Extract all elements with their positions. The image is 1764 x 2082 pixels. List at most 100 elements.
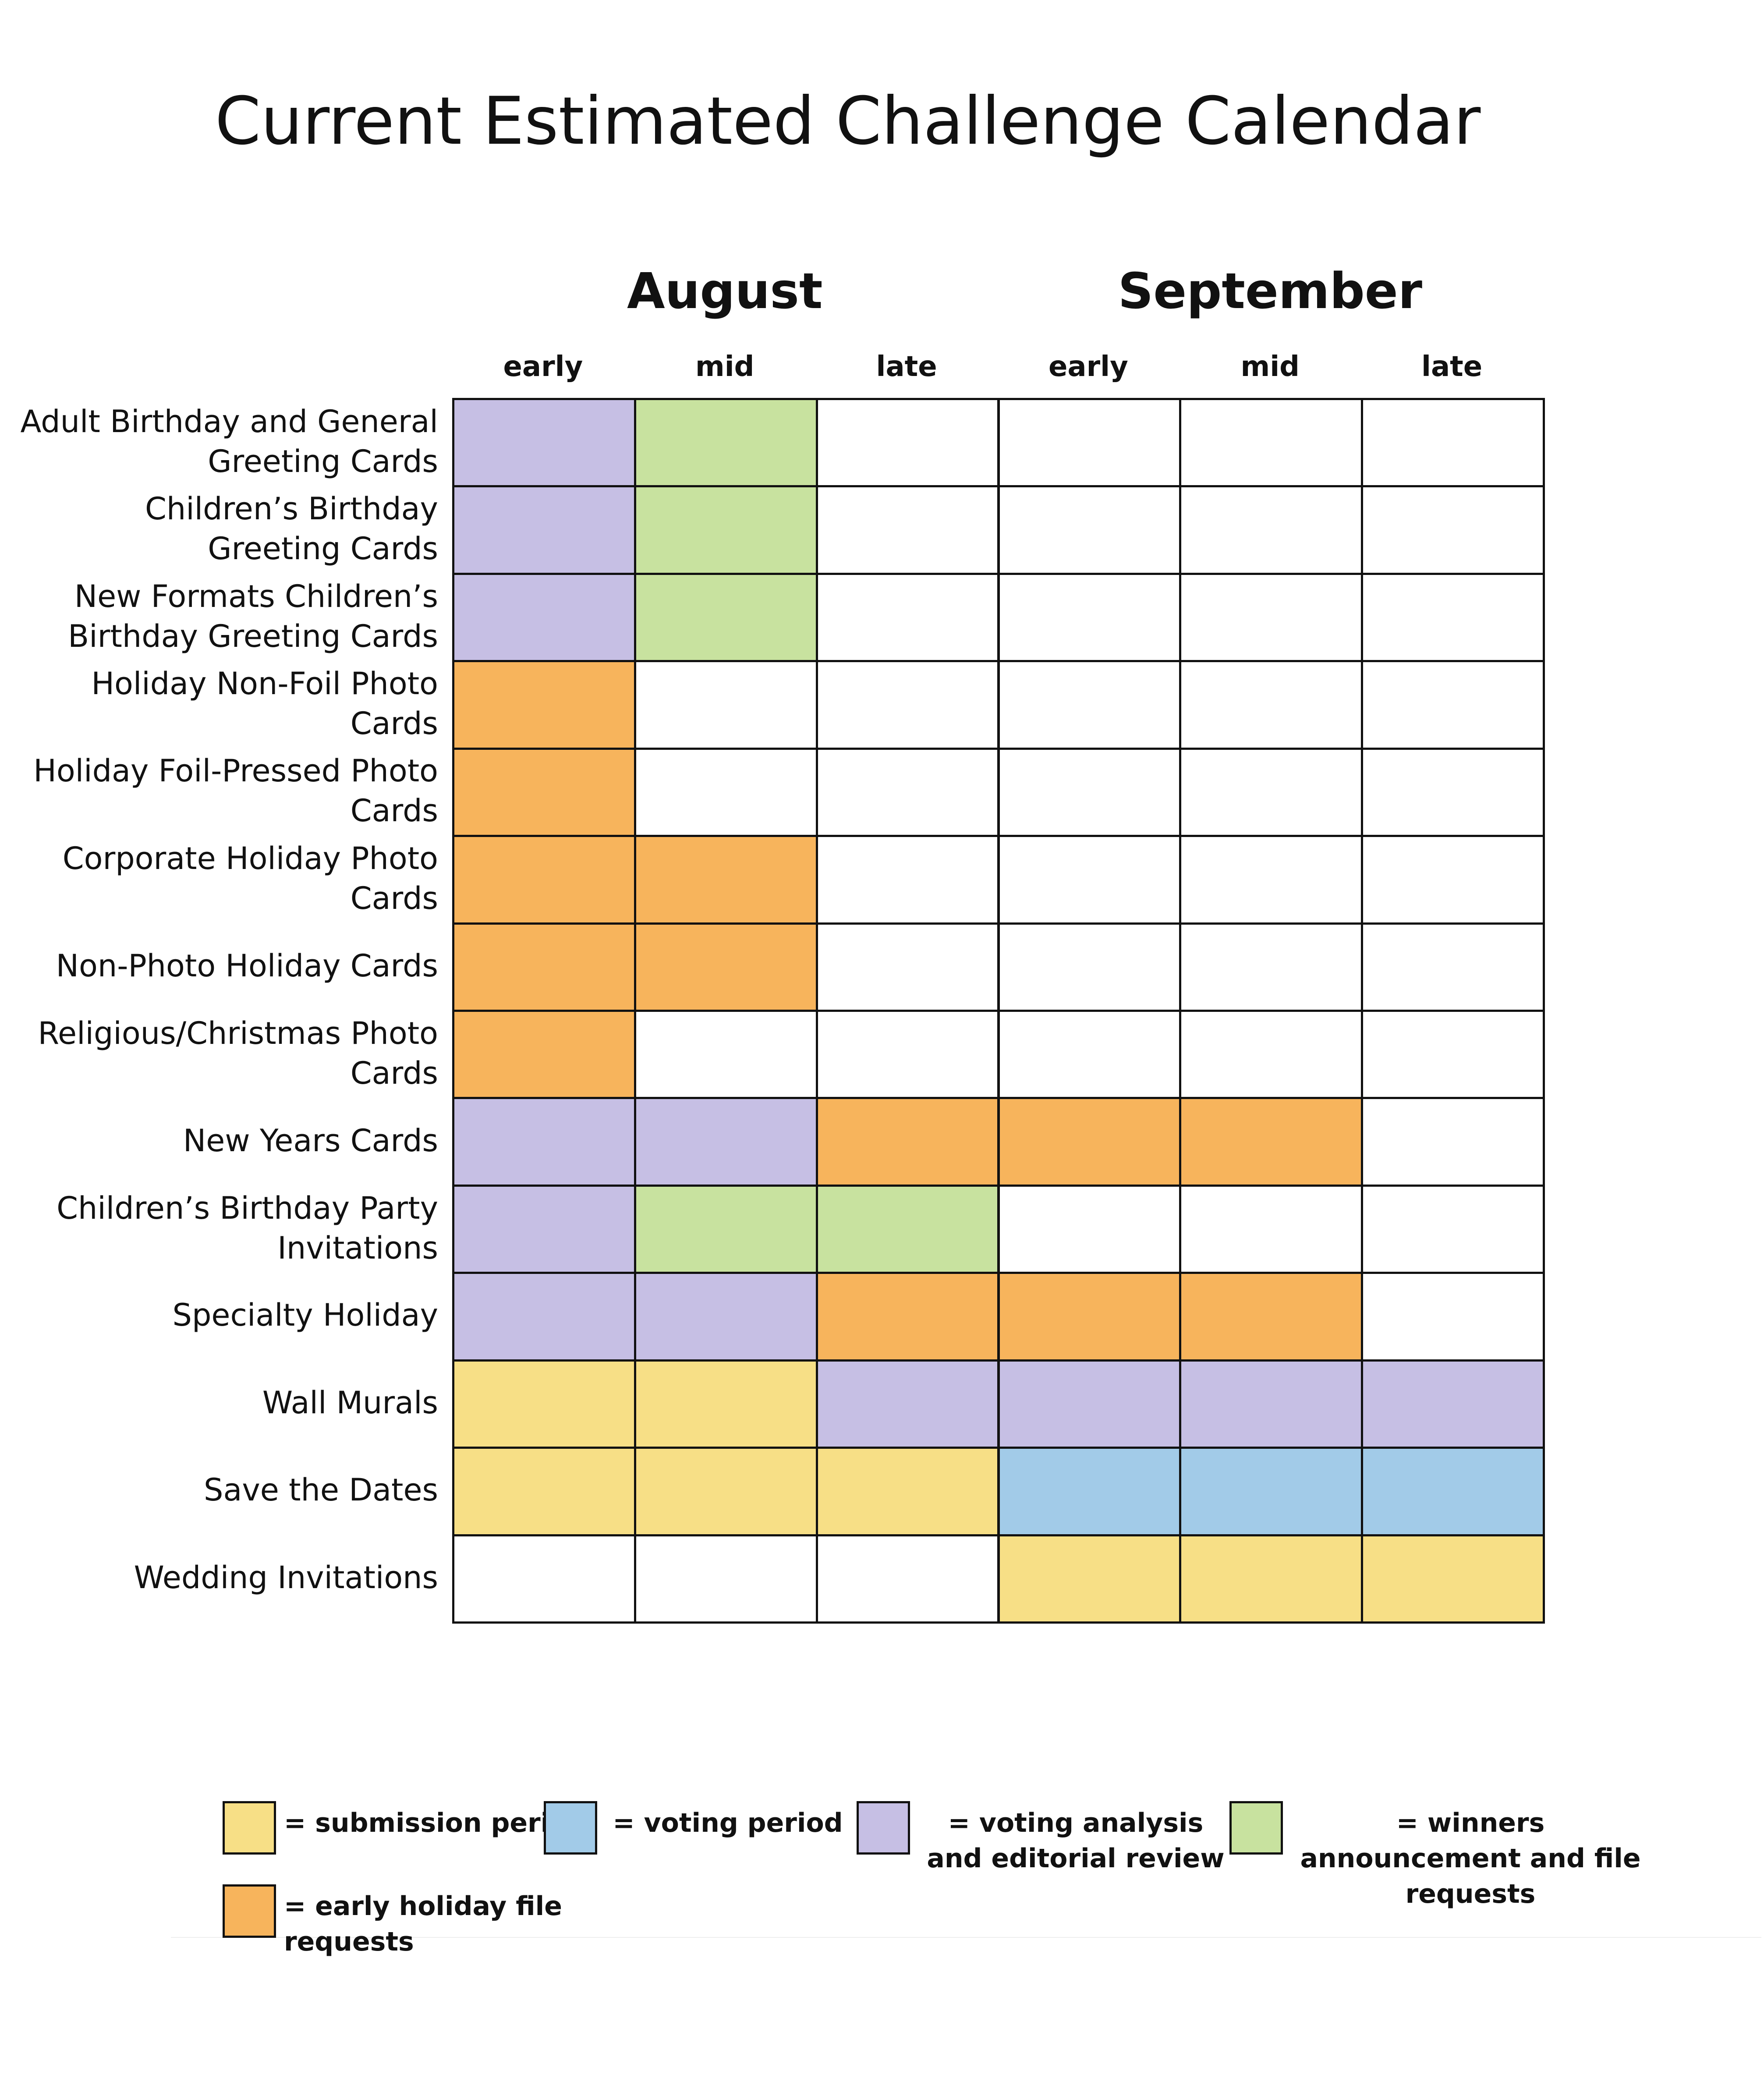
- calendar-cell: [634, 1010, 818, 1100]
- calendar-cell: [815, 485, 1000, 575]
- calendar-cell: [1361, 1097, 1545, 1187]
- month-label: August: [627, 263, 823, 320]
- calendar-cell: [997, 1272, 1182, 1362]
- row-label: Adult Birthday and General Greeting Card…: [20, 403, 438, 479]
- calendar-cell: [634, 835, 818, 925]
- calendar-cell: [1179, 1447, 1364, 1536]
- title: Current Estimated Challenge Calendar: [215, 83, 1481, 160]
- divider: [171, 1937, 1761, 1938]
- period-label: late: [1421, 351, 1483, 383]
- calendar-cell: [634, 1359, 818, 1449]
- calendar-cell: [997, 485, 1182, 575]
- calendar-cell: [634, 1097, 818, 1187]
- calendar-cell: [1361, 1359, 1545, 1449]
- calendar-cell: [634, 572, 818, 663]
- calendar-cell: [1361, 485, 1545, 575]
- calendar-cell: [452, 398, 636, 488]
- calendar-cell: [1361, 398, 1545, 488]
- calendar-cell: [1179, 1184, 1364, 1274]
- calendar-cell: [452, 747, 636, 837]
- calendar-cell: [815, 1534, 1000, 1624]
- legend-swatch: [223, 1801, 276, 1855]
- calendar-cell: [634, 1534, 818, 1624]
- calendar-cell: [452, 1010, 636, 1100]
- calendar-cell: [997, 1359, 1182, 1449]
- calendar-cell: [1179, 1534, 1364, 1624]
- calendar-cell: [634, 1184, 818, 1274]
- calendar-cell: [1179, 835, 1364, 925]
- calendar-cell: [815, 835, 1000, 925]
- calendar-cell: [452, 485, 636, 575]
- calendar-cell: [634, 1447, 818, 1536]
- calendar-cell: [452, 1447, 636, 1536]
- calendar-cell: [815, 922, 1000, 1012]
- calendar-cell: [634, 1272, 818, 1362]
- month-label: September: [1118, 263, 1422, 320]
- calendar-cell: [1179, 1010, 1364, 1100]
- row-label: Holiday Non-Foil Photo Cards: [91, 665, 438, 741]
- calendar-cell: [815, 398, 1000, 488]
- row-label: Children’s Birthday Greeting Cards: [145, 491, 438, 567]
- calendar-cell: [452, 572, 636, 663]
- row-label: New Formats Children’s Birthday Greeting…: [68, 578, 438, 654]
- calendar-cell: [997, 1184, 1182, 1274]
- calendar-cell: [997, 747, 1182, 837]
- row-label: Non-Photo Holiday Cards: [56, 947, 438, 984]
- period-label: early: [503, 351, 583, 383]
- calendar-cell: [815, 1097, 1000, 1187]
- calendar-cell: [452, 1184, 636, 1274]
- calendar-cell: [634, 922, 818, 1012]
- calendar-cell: [997, 398, 1182, 488]
- row-label: Corporate Holiday Photo Cards: [62, 840, 438, 916]
- calendar-cell: [815, 1447, 1000, 1536]
- calendar-cell: [997, 922, 1182, 1012]
- calendar-cell: [1361, 1010, 1545, 1100]
- calendar-cell: [815, 1359, 1000, 1449]
- calendar-cell: [815, 1184, 1000, 1274]
- calendar-cell: [997, 835, 1182, 925]
- calendar-cell: [1179, 660, 1364, 750]
- calendar-cell: [997, 1447, 1182, 1536]
- period-label: mid: [1240, 351, 1300, 383]
- calendar-cell: [1361, 1534, 1545, 1624]
- calendar-cell: [1179, 1097, 1364, 1187]
- row-label: Wedding Invitations: [134, 1559, 438, 1596]
- calendar-cell: [1361, 1184, 1545, 1274]
- legend-label: = winners announcement and file requests: [1300, 1808, 1641, 1909]
- calendar-cell: [452, 1272, 636, 1362]
- calendar-cell: [452, 922, 636, 1012]
- calendar-cell: [997, 660, 1182, 750]
- calendar-cell: [634, 747, 818, 837]
- calendar-cell: [1361, 922, 1545, 1012]
- legend-swatch: [1229, 1801, 1283, 1855]
- legend-label: = voting period: [613, 1808, 843, 1838]
- calendar-cell: [452, 835, 636, 925]
- calendar-cell: [1179, 398, 1364, 488]
- calendar-cell: [1179, 572, 1364, 663]
- legend-swatch: [544, 1801, 597, 1855]
- row-label: Holiday Foil-Pressed Photo Cards: [33, 753, 438, 829]
- calendar-cell: [815, 1272, 1000, 1362]
- calendar-cell: [815, 747, 1000, 837]
- calendar-cell: [1179, 485, 1364, 575]
- calendar-cell: [452, 1097, 636, 1187]
- calendar-cell: [634, 485, 818, 575]
- legend-label: = voting analysis and editorial review: [927, 1808, 1225, 1874]
- calendar-cell: [1179, 922, 1364, 1012]
- row-label: Specialty Holiday: [172, 1297, 438, 1334]
- row-label: Children’s Birthday Party Invitations: [57, 1190, 438, 1266]
- row-label: Wall Murals: [262, 1384, 438, 1421]
- calendar-cell: [1361, 1272, 1545, 1362]
- calendar-cell: [997, 1097, 1182, 1187]
- period-label: early: [1048, 351, 1128, 383]
- calendar-cell: [1361, 835, 1545, 925]
- calendar-cell: [997, 1010, 1182, 1100]
- row-label: New Years Cards: [183, 1122, 438, 1159]
- calendar-cell: [997, 572, 1182, 663]
- row-label: Religious/Christmas Photo Cards: [38, 1015, 438, 1091]
- calendar-cell: [634, 398, 818, 488]
- calendar-cell: [1179, 747, 1364, 837]
- calendar-cell: [1361, 572, 1545, 663]
